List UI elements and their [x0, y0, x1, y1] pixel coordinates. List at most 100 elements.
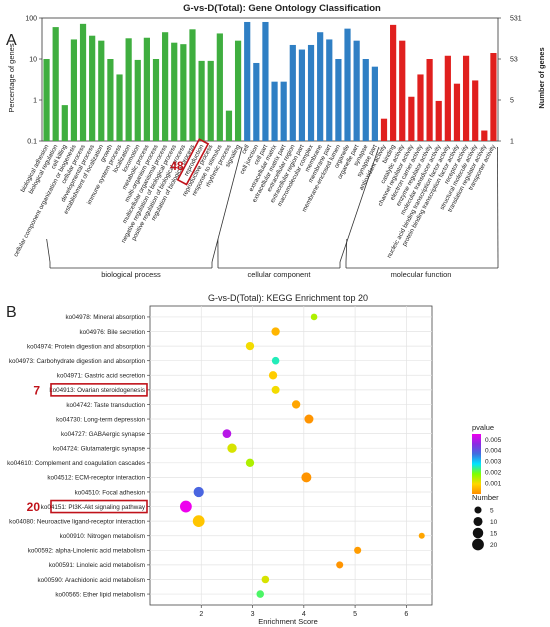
go-bar [134, 59, 141, 142]
kegg-category-label: ko04080: Neuroactive ligand-receptor int… [9, 518, 145, 525]
kegg-category-label: ko04724: Glutamatergic synapse [53, 446, 146, 453]
go-bar [244, 21, 251, 141]
kegg-category-label: ko04742: Taste transduction [66, 402, 145, 409]
go-bar [280, 81, 287, 141]
go-y-tick-label: 10 [29, 57, 37, 64]
go-bar [417, 74, 424, 141]
go-group-label: biological process [101, 270, 161, 279]
go-group-bracket [497, 146, 499, 263]
go-bar [162, 32, 169, 141]
go-bar [481, 130, 488, 141]
go-bar [399, 40, 406, 141]
kegg-x-tick-label: 4 [302, 611, 306, 618]
kegg-point [304, 414, 314, 424]
kegg-category-label: ko04727: GABAergic synapse [61, 431, 146, 438]
kegg-point [222, 429, 232, 438]
go-bar [371, 66, 378, 141]
kegg-category-label: ko04971: Gastric acid secretion [57, 373, 146, 380]
kegg-category-label: ko00591: Linoleic acid metabolism [49, 562, 145, 569]
go-category-label: cell [240, 144, 251, 155]
go-y-tick-label: 100 [25, 16, 37, 23]
go-group-label: molecular function [391, 270, 452, 279]
kegg-category-label: ko04978: Mineral absorption [66, 314, 146, 321]
kegg-chart-title: G-vs-D(Total): KEGG Enrichment top 20 [208, 293, 368, 303]
kegg-pvalue-tick-label: 0.004 [485, 448, 502, 455]
kegg-category-label: ko04512: ECM-receptor interaction [47, 475, 145, 482]
go-highlight-box [176, 138, 210, 186]
panel-a-label: A [6, 32, 17, 49]
kegg-point [354, 546, 362, 554]
go-bar [426, 59, 433, 141]
go-bar [390, 24, 397, 141]
go-bar [462, 55, 470, 141]
kegg-chart: 2 3 4 5 6 ko04978: Mineral absorption ko04976:… [7, 305, 502, 618]
kegg-pvalue-tick-label: 0.005 [485, 437, 502, 444]
go-bar [453, 83, 461, 141]
go-bar [61, 105, 68, 141]
kegg-plot-frame [149, 305, 433, 606]
kegg-point [261, 575, 270, 584]
go-bar [472, 80, 479, 141]
kegg-size-legend-label: 20 [490, 542, 498, 549]
go-bar [107, 59, 114, 141]
go-bar [344, 28, 351, 142]
kegg-category-label: ko04151: PI3K-Akt signaling pathway [41, 504, 146, 511]
kegg-size-legend-dot [474, 506, 482, 514]
kegg-size-legend-dot [472, 527, 484, 539]
go-bar [298, 49, 306, 142]
kegg-category-label: ko04610: Complement and coagulation casc… [7, 460, 145, 467]
kegg-point [271, 356, 280, 365]
go-y2-tick-label: 5 [510, 98, 514, 105]
kegg-point [301, 472, 312, 483]
go-bar [152, 59, 160, 141]
go-bar [335, 59, 342, 141]
kegg-category-label: ko04510: Focal adhesion [75, 489, 146, 496]
kegg-pvalue-tick-label: 0.001 [485, 480, 502, 487]
go-y2-tick-label: 531 [510, 16, 522, 23]
kegg-point [291, 400, 301, 409]
go-group-bracket [211, 146, 243, 263]
kegg-category-label: ko04973: Carbohydrate digestion and abso… [9, 358, 146, 365]
go-bar [216, 33, 223, 141]
go-chart-title: G-vs-D(Total): Gene Ontology Classificat… [183, 3, 381, 14]
go-bar [225, 110, 233, 141]
go-bar [408, 96, 415, 141]
kegg-highlight-box [50, 499, 148, 514]
go-bar [125, 38, 132, 142]
kegg-size-legend-dot [472, 538, 484, 551]
go-bar [326, 39, 333, 141]
go-bar [98, 40, 105, 141]
kegg-x-tick-label: 6 [404, 611, 408, 618]
go-highlight-number: 48 [170, 159, 184, 173]
go-bar [253, 62, 260, 141]
go-group-bracket [345, 238, 348, 263]
panel-b-label: B [6, 304, 17, 321]
kegg-point [310, 313, 318, 321]
go-y-tick-label: 0.1 [27, 139, 37, 146]
kegg-x-tick-label: 3 [251, 611, 255, 618]
kegg-size-legend-title: Number [472, 493, 499, 502]
go-bar [490, 53, 497, 141]
kegg-category-label: ko04730: Long-term depression [56, 416, 145, 423]
kegg-point [336, 561, 344, 569]
go-bar [116, 74, 123, 141]
go-bar [234, 40, 242, 141]
go-bar [262, 21, 269, 141]
go-bar [143, 37, 150, 141]
go-bar [435, 100, 442, 141]
kegg-category-label: ko04976: Bile secretion [80, 329, 146, 336]
kegg-x-tick-label: 2 [199, 611, 203, 618]
kegg-x-tick-label: 5 [353, 611, 357, 618]
kegg-category-label: ko00592: alpha-Linolenic acid metabolism [28, 548, 145, 555]
go-y2-axis-label: Number of genes [537, 47, 546, 108]
kegg-x-axis-label: Enrichment Score [258, 617, 318, 626]
kegg-point [193, 486, 204, 498]
kegg-point [271, 327, 280, 336]
go-bar [362, 59, 369, 141]
kegg-category-label: ko04913: Ovarian steroidogenesis [49, 387, 145, 394]
kegg-size-legend-dot [473, 516, 483, 527]
go-y-axis-label: Percentage of genes [7, 43, 16, 112]
kegg-point [271, 385, 280, 394]
go-bar [307, 44, 315, 141]
